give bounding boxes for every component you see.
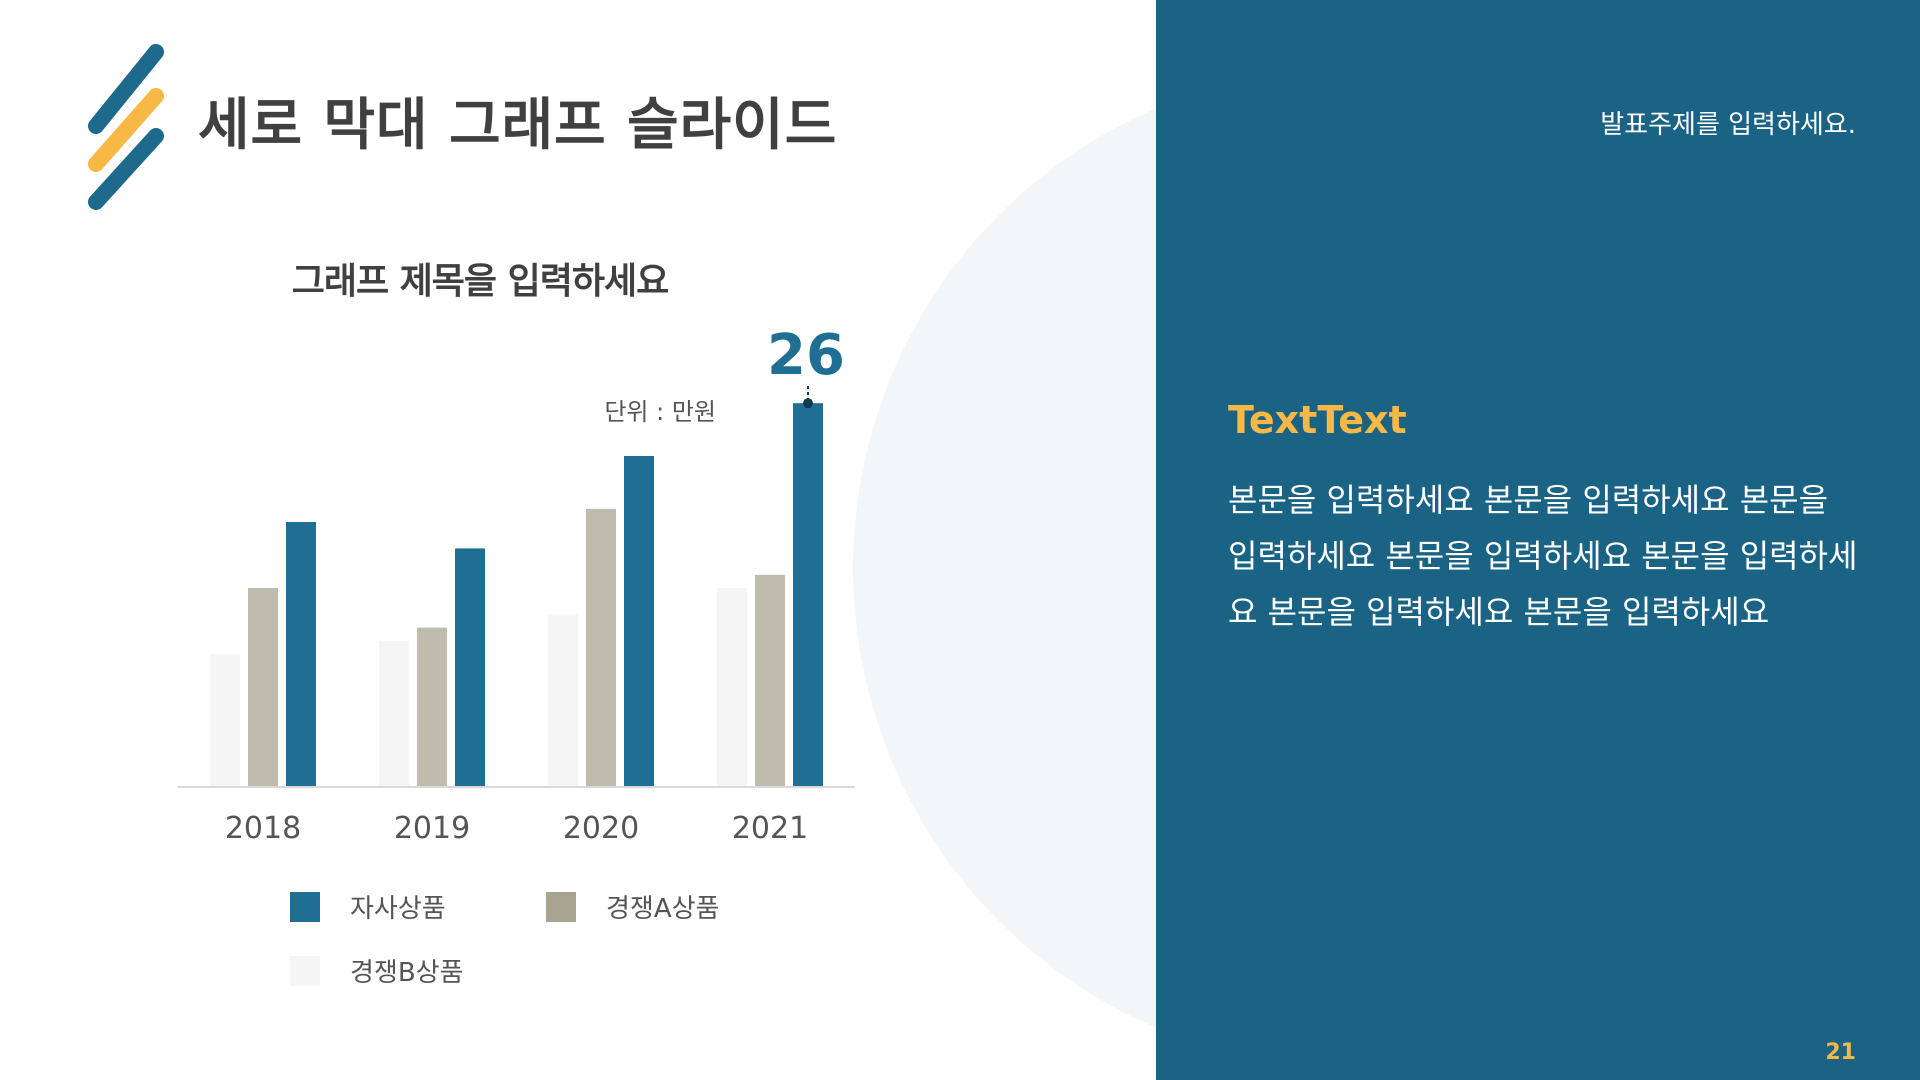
- bar-2019-series-2: [455, 548, 485, 786]
- legend-item-own: 자사상품: [290, 888, 446, 925]
- x-tick-label-2020: 2020: [563, 811, 639, 846]
- slash-logo-icon: [88, 44, 164, 210]
- annotation-value-label: 26: [767, 323, 845, 388]
- content-heading: TextText: [1228, 398, 1407, 442]
- bar-chart: 2018 2019 2020 2021 26: [178, 323, 855, 846]
- chart-unit-label: 단위 : 만원: [604, 398, 716, 426]
- chart-title: 그래프 제목을 입력하세요: [291, 261, 669, 302]
- bar-2021-series-2: [793, 403, 823, 786]
- legend-swatch-b: [290, 955, 320, 986]
- legend-item-a: 경쟁A상품: [546, 888, 719, 925]
- annotation-dot: [803, 398, 813, 409]
- bar-2019-series-0: [379, 640, 409, 786]
- bar-2018-series-0: [210, 654, 240, 786]
- legend-swatch-own: [290, 891, 320, 922]
- bar-2020-series-2: [624, 456, 654, 786]
- x-tick-label-2019: 2019: [394, 811, 470, 846]
- bar-2019-series-1: [417, 627, 447, 786]
- right-panel: [1156, 0, 1920, 1080]
- x-tick-label-2021: 2021: [732, 811, 808, 846]
- legend-label-own: 자사상품: [350, 894, 446, 924]
- page-number: 21: [1825, 1040, 1856, 1065]
- legend-item-b: 경쟁B상품: [290, 952, 464, 989]
- bar-2021-series-0: [717, 588, 747, 786]
- legend-swatch-a: [546, 891, 576, 922]
- chart-legend: 자사상품 경쟁A상품 경쟁B상품: [290, 888, 750, 998]
- legend-label-a: 경쟁A상품: [606, 894, 720, 924]
- bar-2018-series-1: [248, 588, 278, 786]
- content-body: 본문을 입력하세요 본문을 입력하세요 본문을 입력하세요 본문을 입력하세요 …: [1228, 481, 1858, 631]
- slide-title: 세로 막대 그래프 슬라이드: [198, 93, 838, 158]
- legend-label-b: 경쟁B상품: [350, 958, 464, 988]
- bar-2018-series-2: [286, 522, 316, 786]
- presentation-subject: 발표주제를 입력하세요.: [1600, 110, 1856, 140]
- bar-2020-series-0: [548, 614, 578, 786]
- bar-2021-series-1: [755, 574, 785, 786]
- bar-2020-series-1: [586, 508, 616, 786]
- x-tick-label-2018: 2018: [225, 811, 301, 846]
